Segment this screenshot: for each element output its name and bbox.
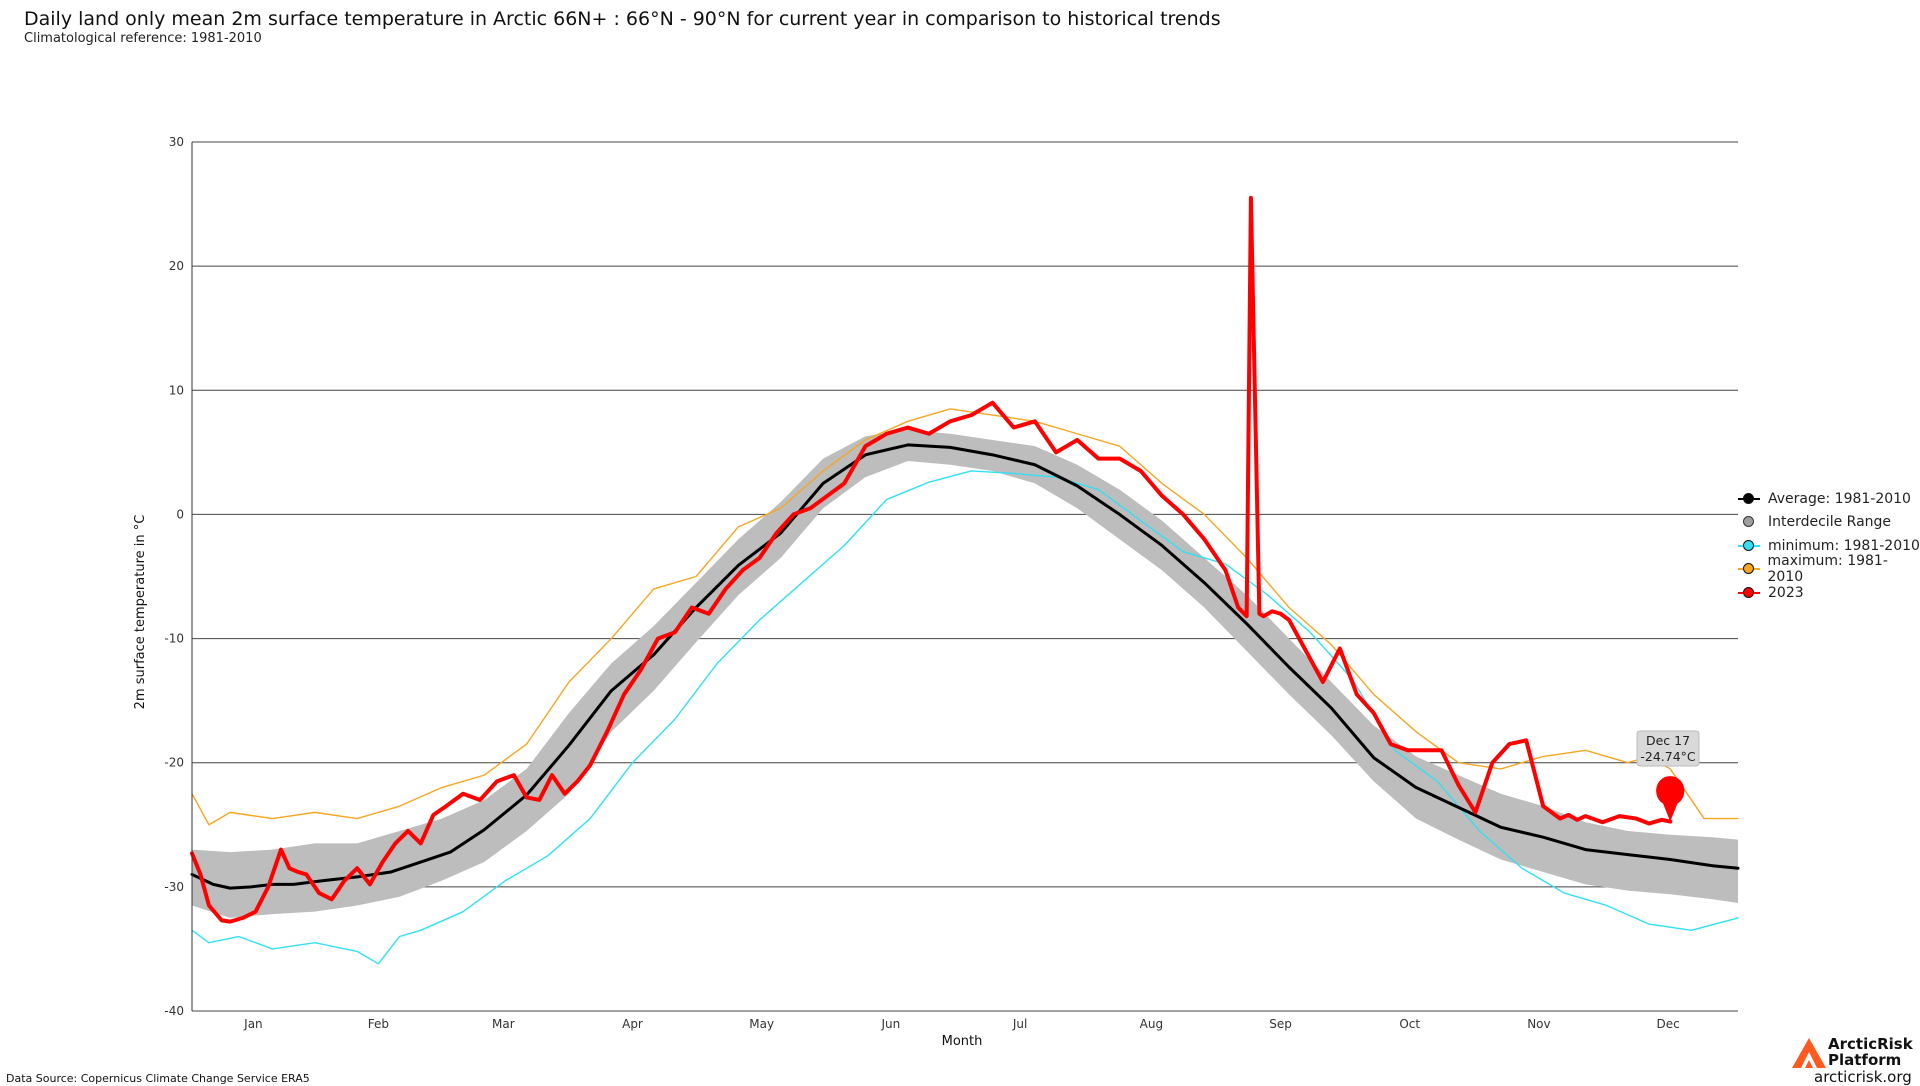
legend-swatch-range xyxy=(1738,515,1760,529)
tooltip-value: -24.74°C xyxy=(1640,749,1696,764)
y-tick-label: 20 xyxy=(169,259,184,273)
latest-value-marker-head xyxy=(1656,778,1684,806)
x-tick-label: Apr xyxy=(622,1017,643,1031)
logo-line-2: Platform xyxy=(1828,1052,1913,1068)
y-axis-label: 2m surface temperature in °C xyxy=(133,515,148,710)
y-tick-label: 0 xyxy=(176,507,184,521)
series-minimum-line xyxy=(192,471,1738,964)
x-tick-label: Sep xyxy=(1269,1017,1292,1031)
y-tick-label: 30 xyxy=(169,135,184,149)
legend-label-minimum: minimum: 1981-2010 xyxy=(1768,538,1920,554)
x-tick-label: Oct xyxy=(1399,1017,1420,1031)
legend-item-maximum[interactable]: maximum: 1981-2010 xyxy=(1738,558,1920,582)
legend-item-range[interactable]: Interdecile Range xyxy=(1738,511,1920,535)
logo-line-1: ArcticRisk xyxy=(1828,1036,1913,1052)
mountain-logo-icon xyxy=(1792,1038,1826,1068)
x-tick-label: Jan xyxy=(243,1017,263,1031)
legend-label-average: Average: 1981-2010 xyxy=(1768,491,1911,507)
tooltip-annotation: Dec 17 -24.74°C xyxy=(1637,731,1699,822)
x-tick-label: Aug xyxy=(1140,1017,1163,1031)
legend-label-current: 2023 xyxy=(1768,585,1804,601)
legend-label-maximum: maximum: 1981-2010 xyxy=(1768,553,1920,585)
x-tick-label: May xyxy=(749,1017,774,1031)
y-tick-label: -40 xyxy=(164,1004,184,1018)
legend-item-average[interactable]: Average: 1981-2010 xyxy=(1738,487,1920,511)
legend-swatch-maximum xyxy=(1738,562,1760,576)
logo-url[interactable]: arcticrisk.org xyxy=(1814,1068,1912,1086)
legend-label-range: Interdecile Range xyxy=(1768,514,1891,530)
tooltip-date: Dec 17 xyxy=(1646,733,1690,748)
x-tick-label: Mar xyxy=(492,1017,515,1031)
x-tick-label: Nov xyxy=(1527,1017,1550,1031)
x-tick-label: Dec xyxy=(1656,1017,1679,1031)
arcticrisk-logo[interactable]: ArcticRisk Platform arcticrisk.org xyxy=(1792,1036,1914,1080)
y-tick-label: -30 xyxy=(164,880,184,894)
data-source: Data Source: Copernicus Climate Change S… xyxy=(6,1072,310,1085)
x-axis-label: Month xyxy=(942,1034,983,1049)
interdecile-range-band xyxy=(192,430,1738,918)
interdecile-range-layer xyxy=(192,430,1738,918)
logo-wordmark: ArcticRisk Platform xyxy=(1828,1036,1913,1068)
chart-legend: Average: 1981-2010 Interdecile Range min… xyxy=(1738,487,1920,605)
legend-swatch-minimum xyxy=(1738,539,1760,553)
x-tick-label: Feb xyxy=(368,1017,389,1031)
legend-swatch-current xyxy=(1738,586,1760,600)
y-tick-label: -10 xyxy=(164,632,184,646)
y-tick-label: 10 xyxy=(169,383,184,397)
legend-swatch-average xyxy=(1738,492,1760,506)
x-tick-label: Jun xyxy=(881,1017,901,1031)
y-tick-label: -20 xyxy=(164,756,184,770)
x-tick-label: Jul xyxy=(1012,1017,1027,1031)
